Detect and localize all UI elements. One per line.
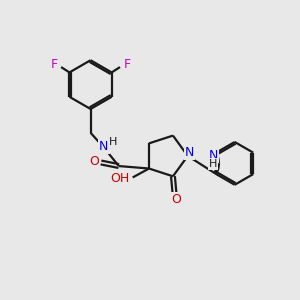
Text: OH: OH bbox=[111, 172, 130, 184]
Text: H: H bbox=[209, 159, 217, 170]
Text: N: N bbox=[99, 140, 109, 153]
Text: N: N bbox=[184, 146, 194, 160]
Text: H: H bbox=[109, 137, 117, 147]
Text: F: F bbox=[124, 58, 131, 70]
Text: N: N bbox=[208, 149, 218, 162]
Text: O: O bbox=[89, 155, 99, 168]
Text: F: F bbox=[50, 58, 58, 70]
Text: O: O bbox=[171, 193, 181, 206]
